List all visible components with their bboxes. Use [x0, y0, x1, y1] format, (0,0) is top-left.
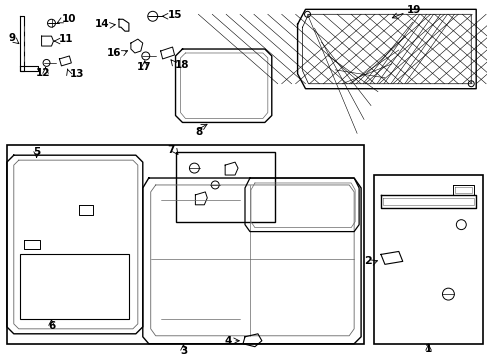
Bar [20, 255, 129, 319]
Text: 10: 10 [61, 14, 76, 24]
Bar [175, 152, 274, 222]
Text: 8: 8 [195, 127, 202, 138]
Text: 5: 5 [33, 147, 40, 157]
Text: 9: 9 [8, 33, 15, 43]
Text: 3: 3 [180, 346, 187, 356]
Text: 6: 6 [48, 321, 55, 331]
Text: 16: 16 [106, 48, 121, 58]
Text: 11: 11 [59, 34, 73, 44]
Text: 1: 1 [424, 344, 431, 354]
Bar [7, 145, 364, 344]
Text: 17: 17 [136, 62, 151, 72]
Text: 19: 19 [406, 5, 420, 15]
Text: 4: 4 [224, 336, 232, 346]
Text: 14: 14 [94, 19, 109, 29]
Text: 2: 2 [364, 256, 371, 266]
Bar [373, 175, 482, 344]
Text: 7: 7 [167, 145, 174, 155]
Text: 18: 18 [174, 60, 189, 70]
Text: 12: 12 [36, 68, 51, 78]
Text: 15: 15 [167, 10, 182, 20]
Text: 13: 13 [69, 69, 83, 79]
